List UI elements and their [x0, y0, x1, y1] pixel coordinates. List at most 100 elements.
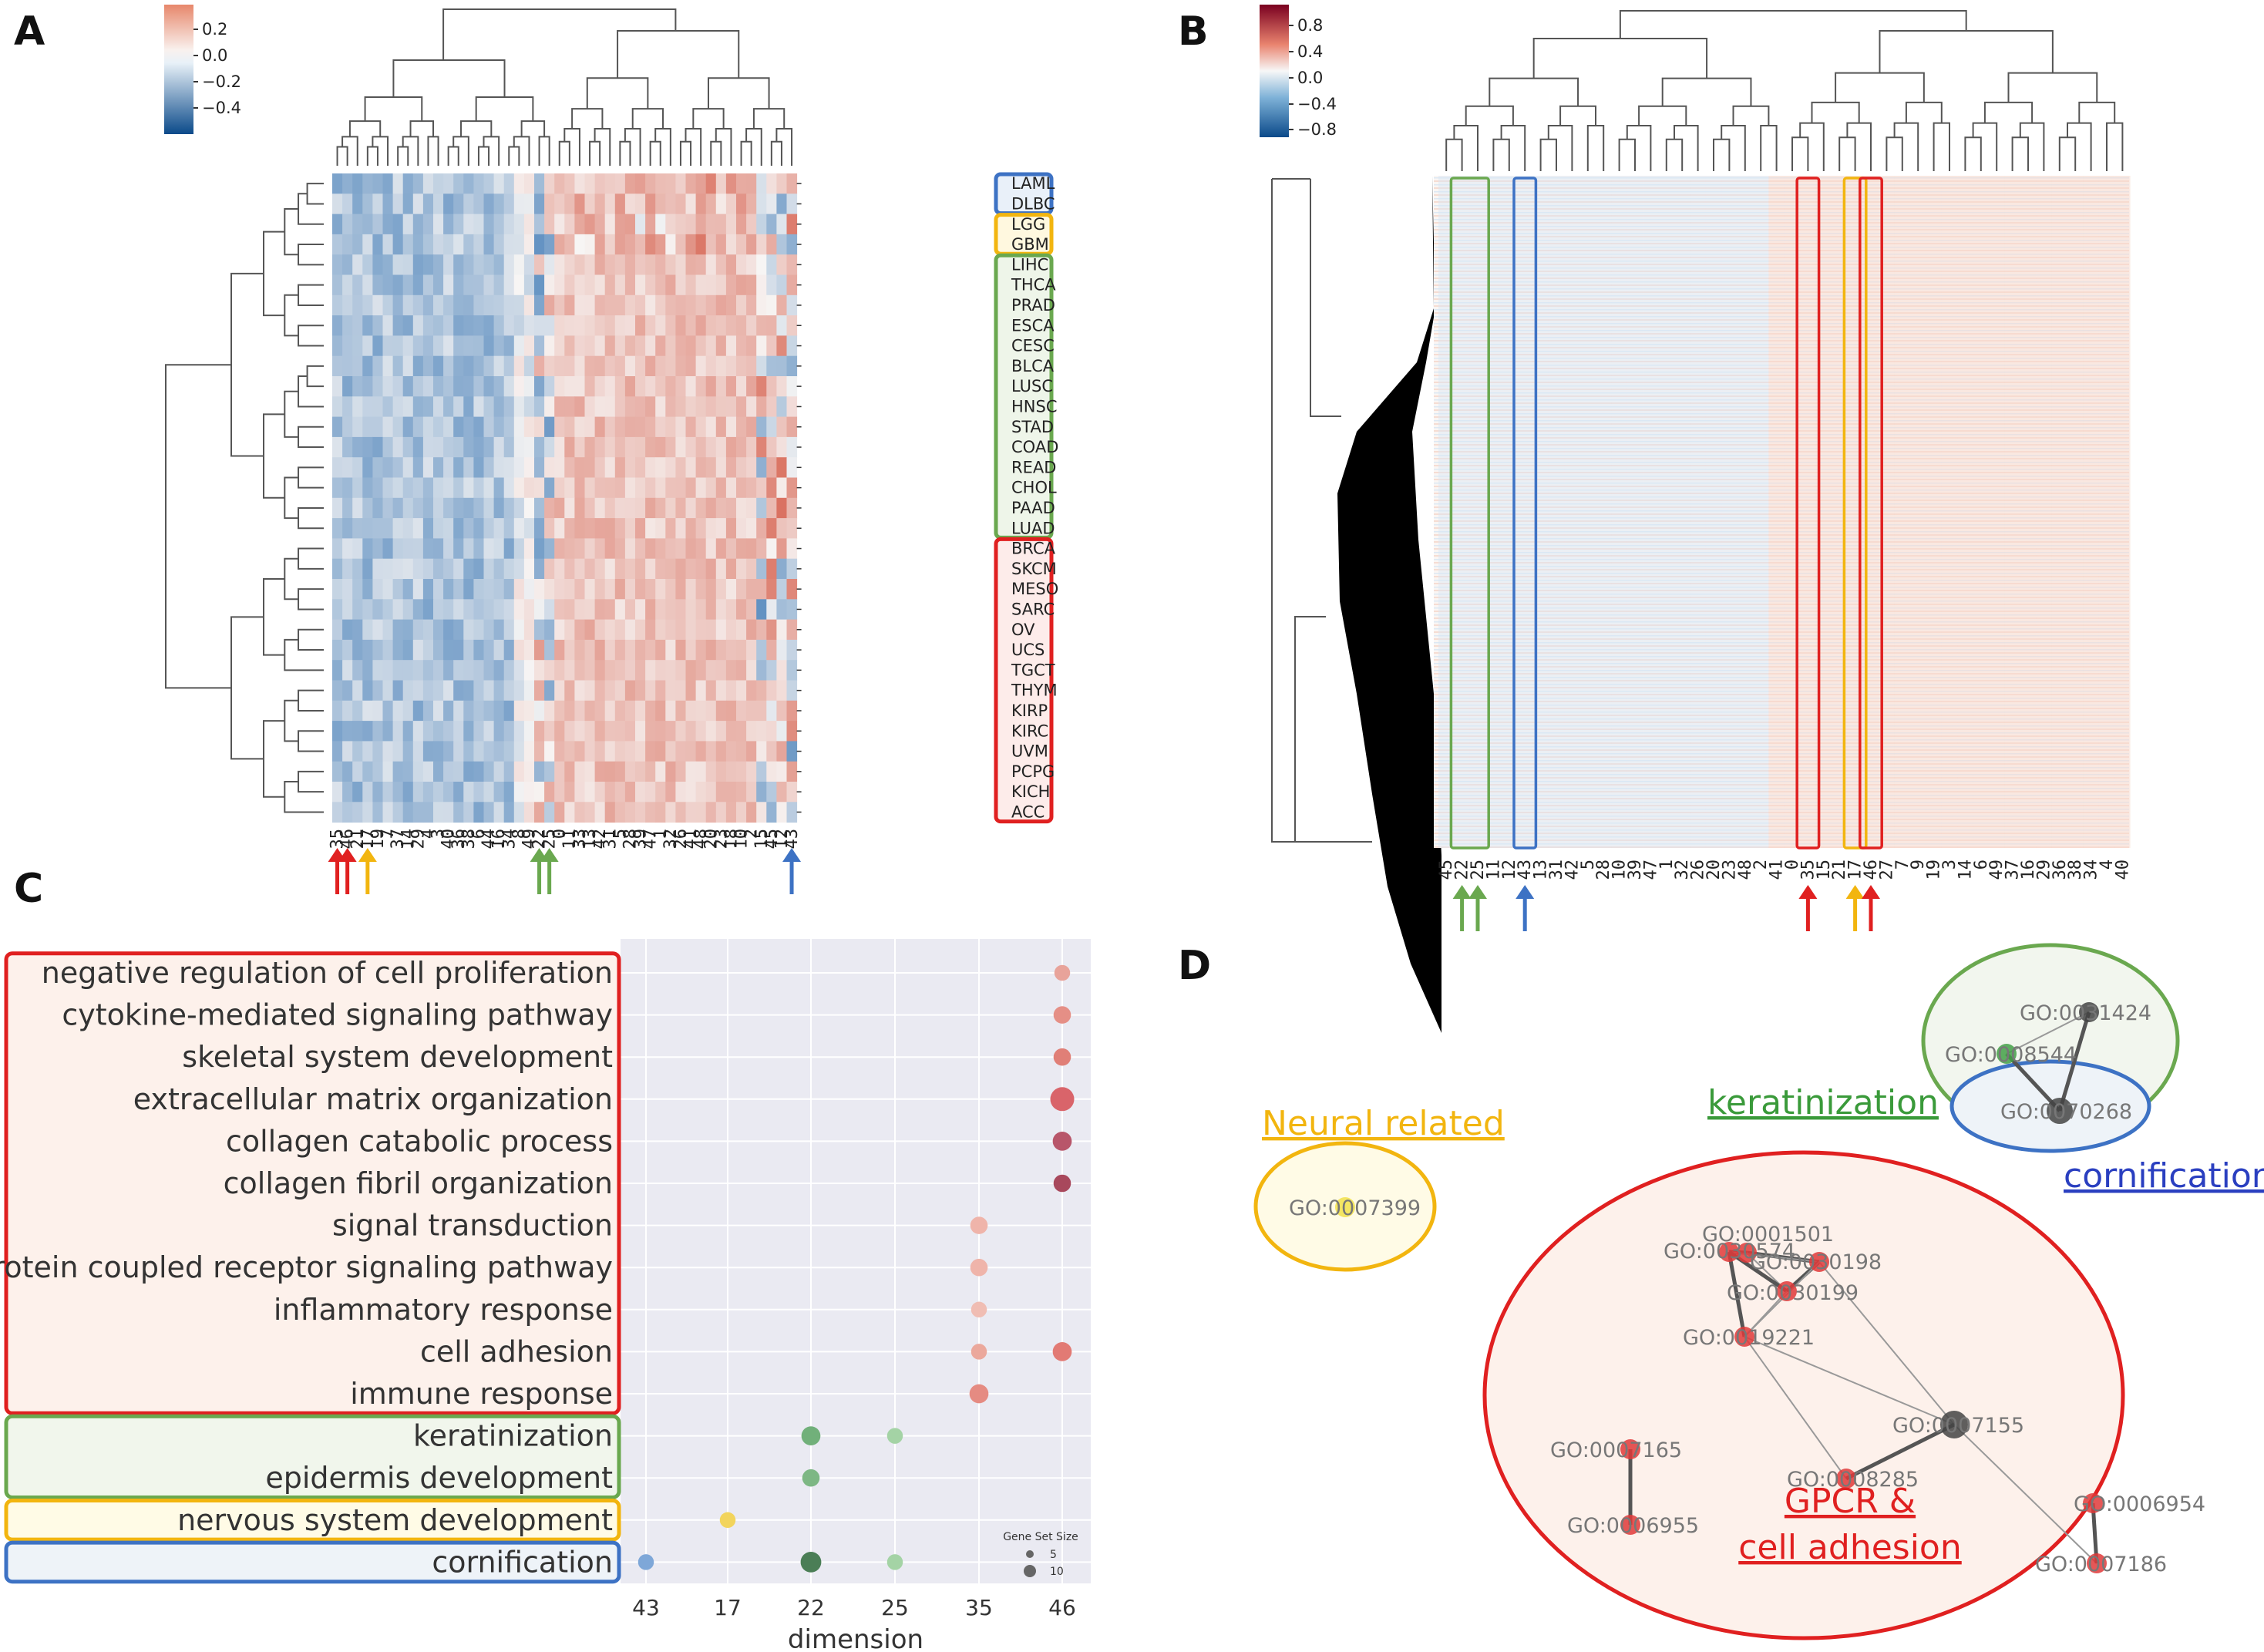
- heatmap-a-cell: [493, 214, 505, 235]
- heatmap-a-cell: [786, 294, 798, 316]
- heatmap-a-cell: [695, 741, 707, 762]
- heatmap-a-cell: [624, 721, 636, 742]
- heatmap-a-cell: [645, 538, 656, 560]
- heatmap-a-cell: [493, 416, 505, 438]
- heatmap-a-cell: [715, 376, 727, 397]
- heatmap-a-cell: [534, 761, 545, 782]
- heatmap-b-column-tint: [1705, 176, 1722, 848]
- row-label-thca: THCA: [1011, 276, 1056, 294]
- heatmap-a-cell: [665, 721, 676, 742]
- heatmap-a-cell: [352, 355, 363, 377]
- heatmap-a-cell: [705, 173, 717, 194]
- heatmap-a-cell: [412, 619, 424, 641]
- heatmap-a-cell: [675, 497, 686, 519]
- heatmap-a-cell: [766, 782, 777, 802]
- heatmap-a-cell: [655, 721, 666, 742]
- heatmap-a-cell: [635, 416, 646, 438]
- heatmap-a-cell: [624, 416, 636, 438]
- dot-point: [886, 1554, 903, 1570]
- heatmap-a-cell: [544, 518, 555, 539]
- heatmap-a-cell: [685, 721, 697, 742]
- heatmap-a-cell: [574, 477, 585, 499]
- heatmap-a-cell: [453, 518, 464, 539]
- heatmap-a-cell: [715, 700, 727, 722]
- heatmap-a-cell: [453, 254, 464, 275]
- heatmap-a-cell: [756, 538, 767, 560]
- heatmap-a-cell: [402, 761, 414, 782]
- heatmap-a-cell: [604, 436, 616, 458]
- heatmap-a-cell: [614, 315, 626, 336]
- panel-label-b: B: [1178, 8, 1209, 55]
- heatmap-a-cell: [786, 355, 798, 377]
- heatmap-a-cell: [756, 660, 767, 681]
- dendrogram-a-columns: [336, 8, 793, 166]
- heatmap-a-cell: [736, 376, 747, 397]
- heatmap-a-cell: [725, 782, 737, 802]
- heatmap-a-cell: [422, 355, 434, 377]
- heatmap-a-cell: [594, 558, 606, 580]
- arrow-a-red: [338, 848, 357, 894]
- heatmap-a-cell: [675, 274, 686, 296]
- heatmap-a-cell: [746, 315, 757, 336]
- heatmap-a-cell: [624, 214, 636, 235]
- heatmap-a-cell: [655, 558, 666, 580]
- heatmap-a-cell: [483, 234, 495, 255]
- heatmap-a-cell: [422, 741, 434, 762]
- dot-point: [1053, 1048, 1071, 1066]
- heatmap-b-column-tint: [1800, 176, 1816, 848]
- arrow-b-red: [1862, 885, 1880, 931]
- network-node: [2047, 1098, 2073, 1124]
- heatmap-a-cell: [685, 335, 697, 357]
- heatmap-a-cell: [342, 193, 353, 215]
- heatmap-a-cell: [463, 234, 474, 255]
- heatmap-a-cell: [786, 680, 798, 702]
- heatmap-a-cell: [746, 214, 757, 235]
- heatmap-a-cell: [453, 761, 464, 782]
- network-edge: [1727, 1251, 1747, 1337]
- heatmap-a-cell: [513, 721, 525, 742]
- heatmap-a-cell: [584, 518, 596, 539]
- heatmap-a-cell: [362, 538, 373, 560]
- heatmap-a-cell: [756, 761, 767, 782]
- row-label-stad: STAD: [1011, 418, 1054, 436]
- heatmap-a-cell: [746, 700, 757, 722]
- heatmap-a-cell: [443, 234, 454, 255]
- heatmap-a-cell: [554, 721, 565, 742]
- heatmap-a-cell: [402, 741, 414, 762]
- heatmap-a-cell: [705, 355, 717, 377]
- heatmap-a-cell: [584, 782, 596, 802]
- column-label-a: 25: [540, 829, 560, 850]
- heatmap-a-cell: [715, 741, 727, 762]
- heatmap-a-cell: [776, 355, 787, 377]
- heatmap-a-cell: [544, 741, 555, 762]
- heatmap-a-cell: [776, 680, 787, 702]
- heatmap-a-cell: [503, 234, 515, 255]
- heatmap-a-cell: [665, 700, 676, 722]
- heatmap-a-cell: [392, 416, 404, 438]
- heatmap-a-cell: [402, 315, 414, 336]
- heatmap-a-cell: [534, 436, 545, 458]
- heatmap-a-cell: [645, 396, 656, 418]
- heatmap-a-cell: [342, 335, 353, 357]
- heatmap-a-cell: [372, 193, 383, 215]
- dot-point: [971, 1344, 987, 1360]
- heatmap-a-cell: [736, 558, 747, 580]
- heatmap-a-cell: [402, 396, 414, 418]
- heatmap-a-cell: [523, 234, 535, 255]
- heatmap-a-cell: [594, 477, 606, 499]
- heatmap-a-cell: [493, 518, 505, 539]
- heatmap-a-cell: [503, 477, 515, 499]
- heatmap-a-cell: [746, 599, 757, 621]
- heatmap-a-cell: [463, 315, 474, 336]
- heatmap-a-cell: [564, 173, 575, 194]
- dot-point: [886, 1428, 903, 1444]
- heatmap-a-cell: [372, 376, 383, 397]
- heatmap-a-cell: [564, 355, 575, 377]
- column-label-b: 47: [1641, 860, 1660, 880]
- heatmap-a-cell: [645, 700, 656, 722]
- heatmap-a-cell: [604, 639, 616, 661]
- heatmap-a-cell: [594, 254, 606, 275]
- heatmap-a-cell: [372, 497, 383, 519]
- network-node-label: GO:0008285: [1787, 1468, 1919, 1492]
- heatmap-a-cell: [766, 457, 777, 478]
